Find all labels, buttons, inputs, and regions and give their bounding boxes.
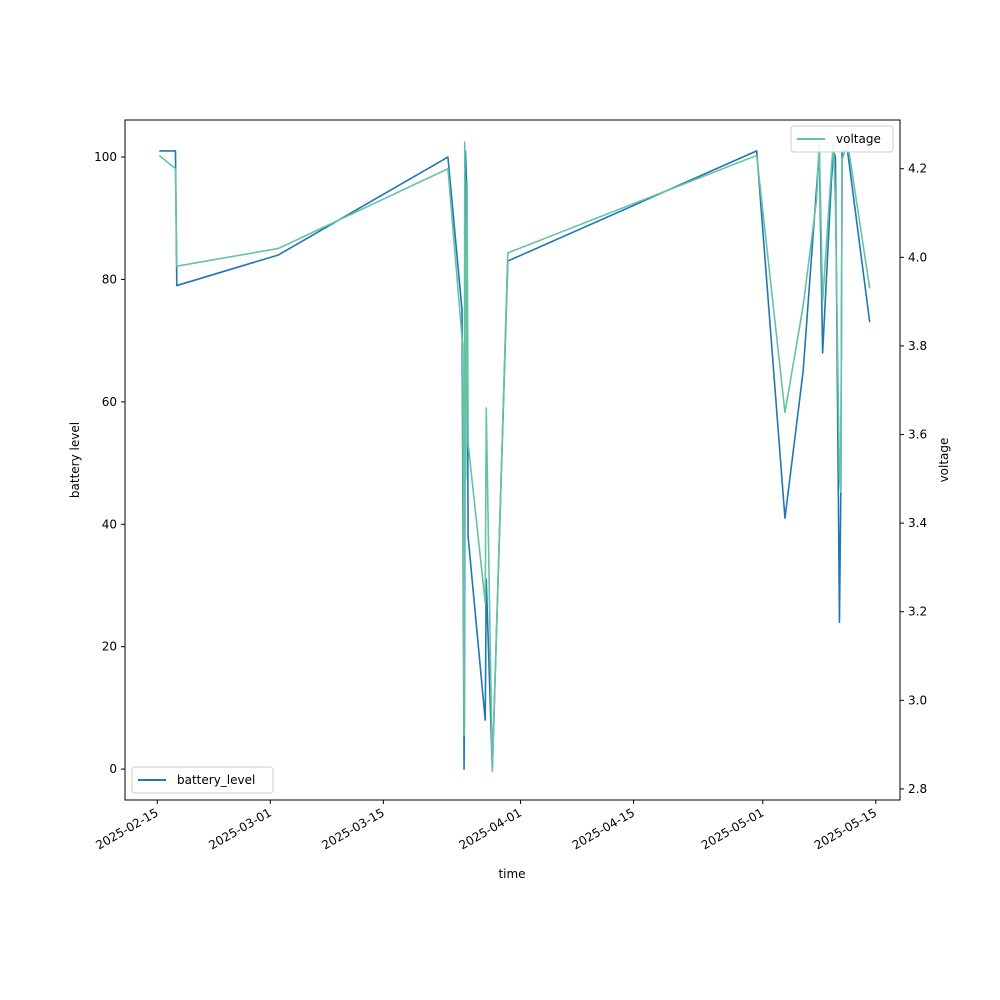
x-axis: 2025-02-15 2025-03-01 2025-03-15 2025-04-01… — [93, 800, 879, 852]
series-lines — [158, 141, 871, 773]
y-tick-label: 0 — [109, 762, 117, 776]
legend-voltage-label: voltage — [836, 132, 881, 146]
y2-axis-label: voltage — [937, 438, 951, 483]
y-tick-label: 40 — [102, 517, 117, 531]
legend-battery-level-label: battery_level — [177, 773, 255, 787]
y2-tick-label: 4.0 — [908, 250, 927, 264]
y-axis-left: 0 20 40 60 80 100 — [94, 150, 125, 776]
plot-frame — [124, 119, 901, 801]
y2-tick-label: 3.6 — [908, 428, 927, 442]
y2-tick-label: 3.4 — [908, 516, 927, 530]
series-line-voltage — [158, 141, 871, 773]
y-tick-label: 60 — [102, 395, 117, 409]
x-tick-label: 2025-02-15 — [93, 805, 160, 852]
x-tick-label: 2025-05-15 — [812, 805, 879, 852]
y2-tick-label: 3.8 — [908, 339, 927, 353]
x-tick-label: 2025-04-15 — [570, 805, 637, 852]
x-tick-label: 2025-05-01 — [699, 805, 766, 852]
y2-tick-label: 2.8 — [908, 782, 927, 796]
x-tick-label: 2025-04-01 — [457, 805, 524, 852]
y2-tick-label: 3.2 — [908, 605, 927, 619]
legend-voltage: voltage — [790, 125, 894, 153]
y2-tick-label: 3.0 — [908, 693, 927, 707]
x-tick-label: 2025-03-01 — [206, 805, 273, 852]
y-tick-label: 20 — [102, 640, 117, 654]
x-axis-label: time — [498, 867, 525, 881]
y-tick-label: 100 — [94, 150, 117, 164]
legend-battery-level: battery_level — [131, 766, 274, 794]
y-tick-label: 80 — [102, 272, 117, 286]
y2-tick-label: 4.2 — [908, 162, 927, 176]
y-axis-label: battery level — [68, 422, 82, 498]
plot-background — [125, 120, 900, 800]
x-tick-label: 2025-03-15 — [319, 805, 386, 852]
y-axis-right: 2.8 3.0 3.2 3.4 3.6 3.8 4.0 4.2 — [900, 162, 927, 796]
